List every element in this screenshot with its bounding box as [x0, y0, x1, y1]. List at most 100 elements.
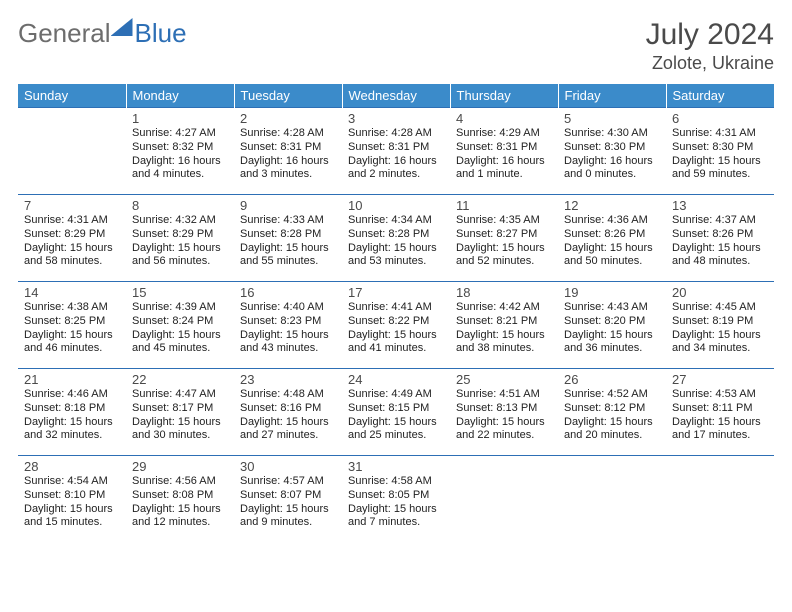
day-number: 19 [564, 285, 660, 300]
day-details: Sunrise: 4:47 AMSunset: 8:17 PMDaylight:… [132, 388, 228, 443]
calendar-day-cell: 13Sunrise: 4:37 AMSunset: 8:26 PMDayligh… [666, 195, 774, 282]
calendar-day-cell: 3Sunrise: 4:28 AMSunset: 8:31 PMDaylight… [342, 108, 450, 195]
calendar-day-cell: 24Sunrise: 4:49 AMSunset: 8:15 PMDayligh… [342, 369, 450, 456]
calendar-day-cell: 23Sunrise: 4:48 AMSunset: 8:16 PMDayligh… [234, 369, 342, 456]
day-details: Sunrise: 4:46 AMSunset: 8:18 PMDaylight:… [24, 388, 120, 443]
calendar-day-cell: 29Sunrise: 4:56 AMSunset: 8:08 PMDayligh… [126, 456, 234, 543]
day-details: Sunrise: 4:53 AMSunset: 8:11 PMDaylight:… [672, 388, 768, 443]
day-number: 23 [240, 372, 336, 387]
logo-triangle-icon [111, 18, 133, 36]
day-details: Sunrise: 4:43 AMSunset: 8:20 PMDaylight:… [564, 301, 660, 356]
day-details: Sunrise: 4:56 AMSunset: 8:08 PMDaylight:… [132, 475, 228, 530]
calendar-day-cell: 27Sunrise: 4:53 AMSunset: 8:11 PMDayligh… [666, 369, 774, 456]
day-details: Sunrise: 4:28 AMSunset: 8:31 PMDaylight:… [240, 127, 336, 182]
calendar-day-cell: 20Sunrise: 4:45 AMSunset: 8:19 PMDayligh… [666, 282, 774, 369]
day-details: Sunrise: 4:28 AMSunset: 8:31 PMDaylight:… [348, 127, 444, 182]
calendar-day-cell [666, 456, 774, 543]
day-details: Sunrise: 4:33 AMSunset: 8:28 PMDaylight:… [240, 214, 336, 269]
day-number: 3 [348, 111, 444, 126]
day-details: Sunrise: 4:34 AMSunset: 8:28 PMDaylight:… [348, 214, 444, 269]
day-number: 15 [132, 285, 228, 300]
calendar-day-cell: 19Sunrise: 4:43 AMSunset: 8:20 PMDayligh… [558, 282, 666, 369]
day-details: Sunrise: 4:45 AMSunset: 8:19 PMDaylight:… [672, 301, 768, 356]
day-number: 29 [132, 459, 228, 474]
calendar-day-cell: 12Sunrise: 4:36 AMSunset: 8:26 PMDayligh… [558, 195, 666, 282]
day-details: Sunrise: 4:32 AMSunset: 8:29 PMDaylight:… [132, 214, 228, 269]
calendar-day-cell: 4Sunrise: 4:29 AMSunset: 8:31 PMDaylight… [450, 108, 558, 195]
day-number: 17 [348, 285, 444, 300]
day-number: 8 [132, 198, 228, 213]
day-number: 7 [24, 198, 120, 213]
day-details: Sunrise: 4:35 AMSunset: 8:27 PMDaylight:… [456, 214, 552, 269]
day-number: 30 [240, 459, 336, 474]
brand-logo: General Blue [18, 18, 187, 46]
calendar-day-cell: 8Sunrise: 4:32 AMSunset: 8:29 PMDaylight… [126, 195, 234, 282]
day-number: 25 [456, 372, 552, 387]
day-number: 20 [672, 285, 768, 300]
calendar-day-cell: 17Sunrise: 4:41 AMSunset: 8:22 PMDayligh… [342, 282, 450, 369]
calendar-table: Sunday Monday Tuesday Wednesday Thursday… [18, 84, 774, 543]
day-number: 2 [240, 111, 336, 126]
calendar-week-row: 28Sunrise: 4:54 AMSunset: 8:10 PMDayligh… [18, 456, 774, 543]
day-number: 21 [24, 372, 120, 387]
calendar-day-cell: 21Sunrise: 4:46 AMSunset: 8:18 PMDayligh… [18, 369, 126, 456]
col-header: Monday [126, 84, 234, 108]
day-number: 18 [456, 285, 552, 300]
day-details: Sunrise: 4:38 AMSunset: 8:25 PMDaylight:… [24, 301, 120, 356]
day-details: Sunrise: 4:40 AMSunset: 8:23 PMDaylight:… [240, 301, 336, 356]
day-number: 10 [348, 198, 444, 213]
day-details: Sunrise: 4:52 AMSunset: 8:12 PMDaylight:… [564, 388, 660, 443]
day-details: Sunrise: 4:31 AMSunset: 8:30 PMDaylight:… [672, 127, 768, 182]
day-details: Sunrise: 4:49 AMSunset: 8:15 PMDaylight:… [348, 388, 444, 443]
calendar-week-row: 14Sunrise: 4:38 AMSunset: 8:25 PMDayligh… [18, 282, 774, 369]
day-details: Sunrise: 4:51 AMSunset: 8:13 PMDaylight:… [456, 388, 552, 443]
title-block: July 2024 Zolote, Ukraine [646, 18, 774, 74]
calendar-day-cell: 28Sunrise: 4:54 AMSunset: 8:10 PMDayligh… [18, 456, 126, 543]
day-number: 16 [240, 285, 336, 300]
day-number: 9 [240, 198, 336, 213]
calendar-day-cell: 11Sunrise: 4:35 AMSunset: 8:27 PMDayligh… [450, 195, 558, 282]
day-number: 6 [672, 111, 768, 126]
col-header: Saturday [666, 84, 774, 108]
calendar-day-cell [450, 456, 558, 543]
logo-text-a: General [18, 20, 111, 46]
calendar-body: 1Sunrise: 4:27 AMSunset: 8:32 PMDaylight… [18, 108, 774, 543]
day-number: 31 [348, 459, 444, 474]
calendar-day-cell: 15Sunrise: 4:39 AMSunset: 8:24 PMDayligh… [126, 282, 234, 369]
calendar-page: General Blue July 2024 Zolote, Ukraine S… [0, 0, 792, 612]
calendar-day-cell: 9Sunrise: 4:33 AMSunset: 8:28 PMDaylight… [234, 195, 342, 282]
calendar-day-cell: 31Sunrise: 4:58 AMSunset: 8:05 PMDayligh… [342, 456, 450, 543]
page-header: General Blue July 2024 Zolote, Ukraine [18, 18, 774, 74]
logo-text-b: Blue [135, 20, 187, 46]
calendar-week-row: 1Sunrise: 4:27 AMSunset: 8:32 PMDaylight… [18, 108, 774, 195]
day-number: 11 [456, 198, 552, 213]
day-number: 27 [672, 372, 768, 387]
calendar-day-cell: 1Sunrise: 4:27 AMSunset: 8:32 PMDaylight… [126, 108, 234, 195]
day-number: 28 [24, 459, 120, 474]
day-details: Sunrise: 4:58 AMSunset: 8:05 PMDaylight:… [348, 475, 444, 530]
day-details: Sunrise: 4:29 AMSunset: 8:31 PMDaylight:… [456, 127, 552, 182]
day-details: Sunrise: 4:48 AMSunset: 8:16 PMDaylight:… [240, 388, 336, 443]
calendar-day-cell: 2Sunrise: 4:28 AMSunset: 8:31 PMDaylight… [234, 108, 342, 195]
calendar-day-cell: 14Sunrise: 4:38 AMSunset: 8:25 PMDayligh… [18, 282, 126, 369]
day-details: Sunrise: 4:31 AMSunset: 8:29 PMDaylight:… [24, 214, 120, 269]
day-number: 26 [564, 372, 660, 387]
day-number: 13 [672, 198, 768, 213]
calendar-day-cell: 18Sunrise: 4:42 AMSunset: 8:21 PMDayligh… [450, 282, 558, 369]
day-number: 1 [132, 111, 228, 126]
day-number: 12 [564, 198, 660, 213]
calendar-week-row: 21Sunrise: 4:46 AMSunset: 8:18 PMDayligh… [18, 369, 774, 456]
col-header: Friday [558, 84, 666, 108]
day-details: Sunrise: 4:42 AMSunset: 8:21 PMDaylight:… [456, 301, 552, 356]
day-details: Sunrise: 4:27 AMSunset: 8:32 PMDaylight:… [132, 127, 228, 182]
calendar-day-cell: 7Sunrise: 4:31 AMSunset: 8:29 PMDaylight… [18, 195, 126, 282]
calendar-day-cell: 6Sunrise: 4:31 AMSunset: 8:30 PMDaylight… [666, 108, 774, 195]
day-number: 5 [564, 111, 660, 126]
day-number: 14 [24, 285, 120, 300]
day-details: Sunrise: 4:41 AMSunset: 8:22 PMDaylight:… [348, 301, 444, 356]
day-details: Sunrise: 4:57 AMSunset: 8:07 PMDaylight:… [240, 475, 336, 530]
calendar-day-cell: 5Sunrise: 4:30 AMSunset: 8:30 PMDaylight… [558, 108, 666, 195]
calendar-day-cell: 25Sunrise: 4:51 AMSunset: 8:13 PMDayligh… [450, 369, 558, 456]
day-details: Sunrise: 4:37 AMSunset: 8:26 PMDaylight:… [672, 214, 768, 269]
calendar-day-cell [18, 108, 126, 195]
